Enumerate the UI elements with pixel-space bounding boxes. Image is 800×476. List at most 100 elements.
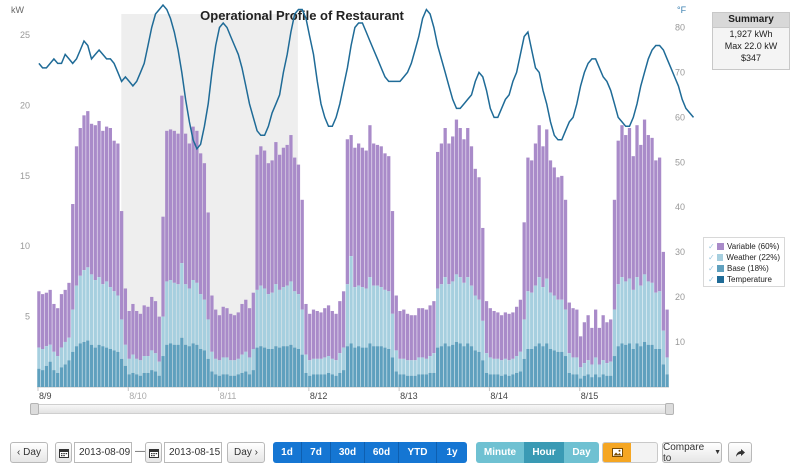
bar-weather (590, 364, 594, 378)
bar-variable (180, 95, 184, 264)
summary-max-demand: Max 22.0 kW (724, 41, 778, 51)
next-day-button[interactable]: Day › (227, 442, 265, 463)
bar-variable (387, 156, 391, 292)
range-button-ytd[interactable]: YTD (399, 442, 437, 463)
bar-variable (150, 296, 154, 351)
bar-base (545, 343, 549, 387)
bar-variable (605, 322, 609, 364)
bar-base (447, 346, 451, 387)
bar-weather (187, 288, 191, 347)
bar-variable (104, 126, 109, 282)
bar-base (394, 371, 398, 387)
bar-variable (214, 309, 218, 359)
compare-to-dropdown[interactable]: Compare to ▼ (662, 442, 722, 464)
granularity-button-minute[interactable]: Minute (476, 442, 524, 463)
image-toggle[interactable] (602, 442, 658, 463)
bar-weather (492, 358, 496, 375)
bar-base (665, 374, 669, 387)
bar-base (575, 374, 579, 387)
bar-weather (462, 282, 466, 347)
bar-variable (326, 305, 331, 357)
range-button-1y[interactable]: 1y (437, 442, 467, 463)
calendar-icon[interactable] (55, 442, 72, 463)
bar-weather (402, 358, 406, 375)
end-date-input[interactable]: 2013-08-15 (164, 442, 222, 463)
bar-base (195, 344, 199, 387)
bar-variable (567, 302, 571, 354)
bar-variable (661, 251, 665, 331)
bar-weather (609, 361, 613, 376)
bar-variable (507, 313, 511, 361)
bar-weather (270, 292, 274, 349)
bar-variable (518, 299, 523, 352)
y-left-tick-label: 5 (25, 312, 30, 322)
bar-variable (575, 309, 579, 358)
bar-base (488, 374, 492, 387)
bar-weather (488, 357, 492, 375)
bar-base (556, 351, 560, 387)
bar-variable (289, 135, 293, 282)
range-handle-left[interactable] (30, 403, 39, 415)
start-date-input[interactable]: 2013-08-09 (74, 442, 132, 463)
range-button-7d[interactable]: 7d (302, 442, 331, 463)
bar-base (176, 344, 180, 387)
bar-base (210, 371, 214, 387)
bar-base (571, 374, 575, 387)
bar-base (56, 372, 60, 387)
bar-variable (244, 299, 248, 352)
bar-base (612, 356, 617, 387)
granularity-button-day[interactable]: Day (564, 442, 599, 463)
bar-variable (41, 294, 45, 349)
bar-weather (477, 299, 481, 352)
bar-weather (138, 360, 143, 376)
legend-item-weather[interactable]: ✓ Weather (22%) (708, 252, 780, 263)
image-icon (603, 443, 631, 462)
bar-variable (247, 308, 252, 358)
x-tick-label: 8/15 (581, 391, 599, 401)
bar-variable (120, 211, 124, 320)
bar-base (150, 370, 154, 387)
bar-base (537, 343, 541, 387)
calendar-icon[interactable] (145, 442, 162, 463)
bar-variable (597, 327, 602, 365)
bar-variable (590, 327, 594, 365)
bar-base (74, 346, 79, 387)
bar-variable (308, 313, 312, 361)
legend-item-temperature[interactable]: ✓ Temperature (708, 274, 780, 285)
bar-base (341, 370, 346, 387)
bar-variable (578, 336, 583, 368)
range-button-1d[interactable]: 1d (273, 442, 302, 463)
bar-variable (563, 199, 568, 310)
bar-variable (481, 227, 485, 321)
y-left-tick-label: 15 (20, 171, 30, 181)
bar-weather (458, 277, 462, 344)
previous-day-button[interactable]: ‹ Day (10, 442, 48, 463)
bar-weather (345, 284, 349, 347)
bar-variable (571, 308, 575, 358)
range-button-60d[interactable]: 60d (365, 442, 399, 463)
bar-base (180, 337, 184, 387)
bar-variable (402, 309, 406, 359)
bar-weather (582, 363, 586, 376)
bar-base (522, 358, 526, 387)
bar-base (586, 374, 590, 387)
bar-base (590, 377, 594, 387)
legend-item-base[interactable]: ✓ Base (18%) (708, 263, 780, 274)
summary-panel: Summary 1,927 kWh Max 22.0 kW $347 (712, 12, 790, 70)
share-arrow-icon[interactable] (728, 442, 752, 463)
range-navigator-track[interactable] (34, 404, 674, 414)
bar-weather (315, 358, 319, 375)
bar-weather (101, 284, 105, 347)
bar-weather (405, 360, 410, 376)
range-handle-right[interactable] (665, 403, 674, 415)
range-button-30d[interactable]: 30d (331, 442, 365, 463)
bar-weather (191, 280, 195, 344)
bar-weather (311, 358, 316, 375)
bar-weather (507, 360, 511, 376)
legend-item-variable[interactable]: ✓ Variable (60%) (708, 241, 780, 252)
bar-base (262, 347, 267, 387)
bar-base (153, 371, 158, 387)
bar-base (97, 344, 101, 387)
granularity-button-hour[interactable]: Hour (524, 442, 564, 463)
bar-variable (138, 313, 143, 361)
